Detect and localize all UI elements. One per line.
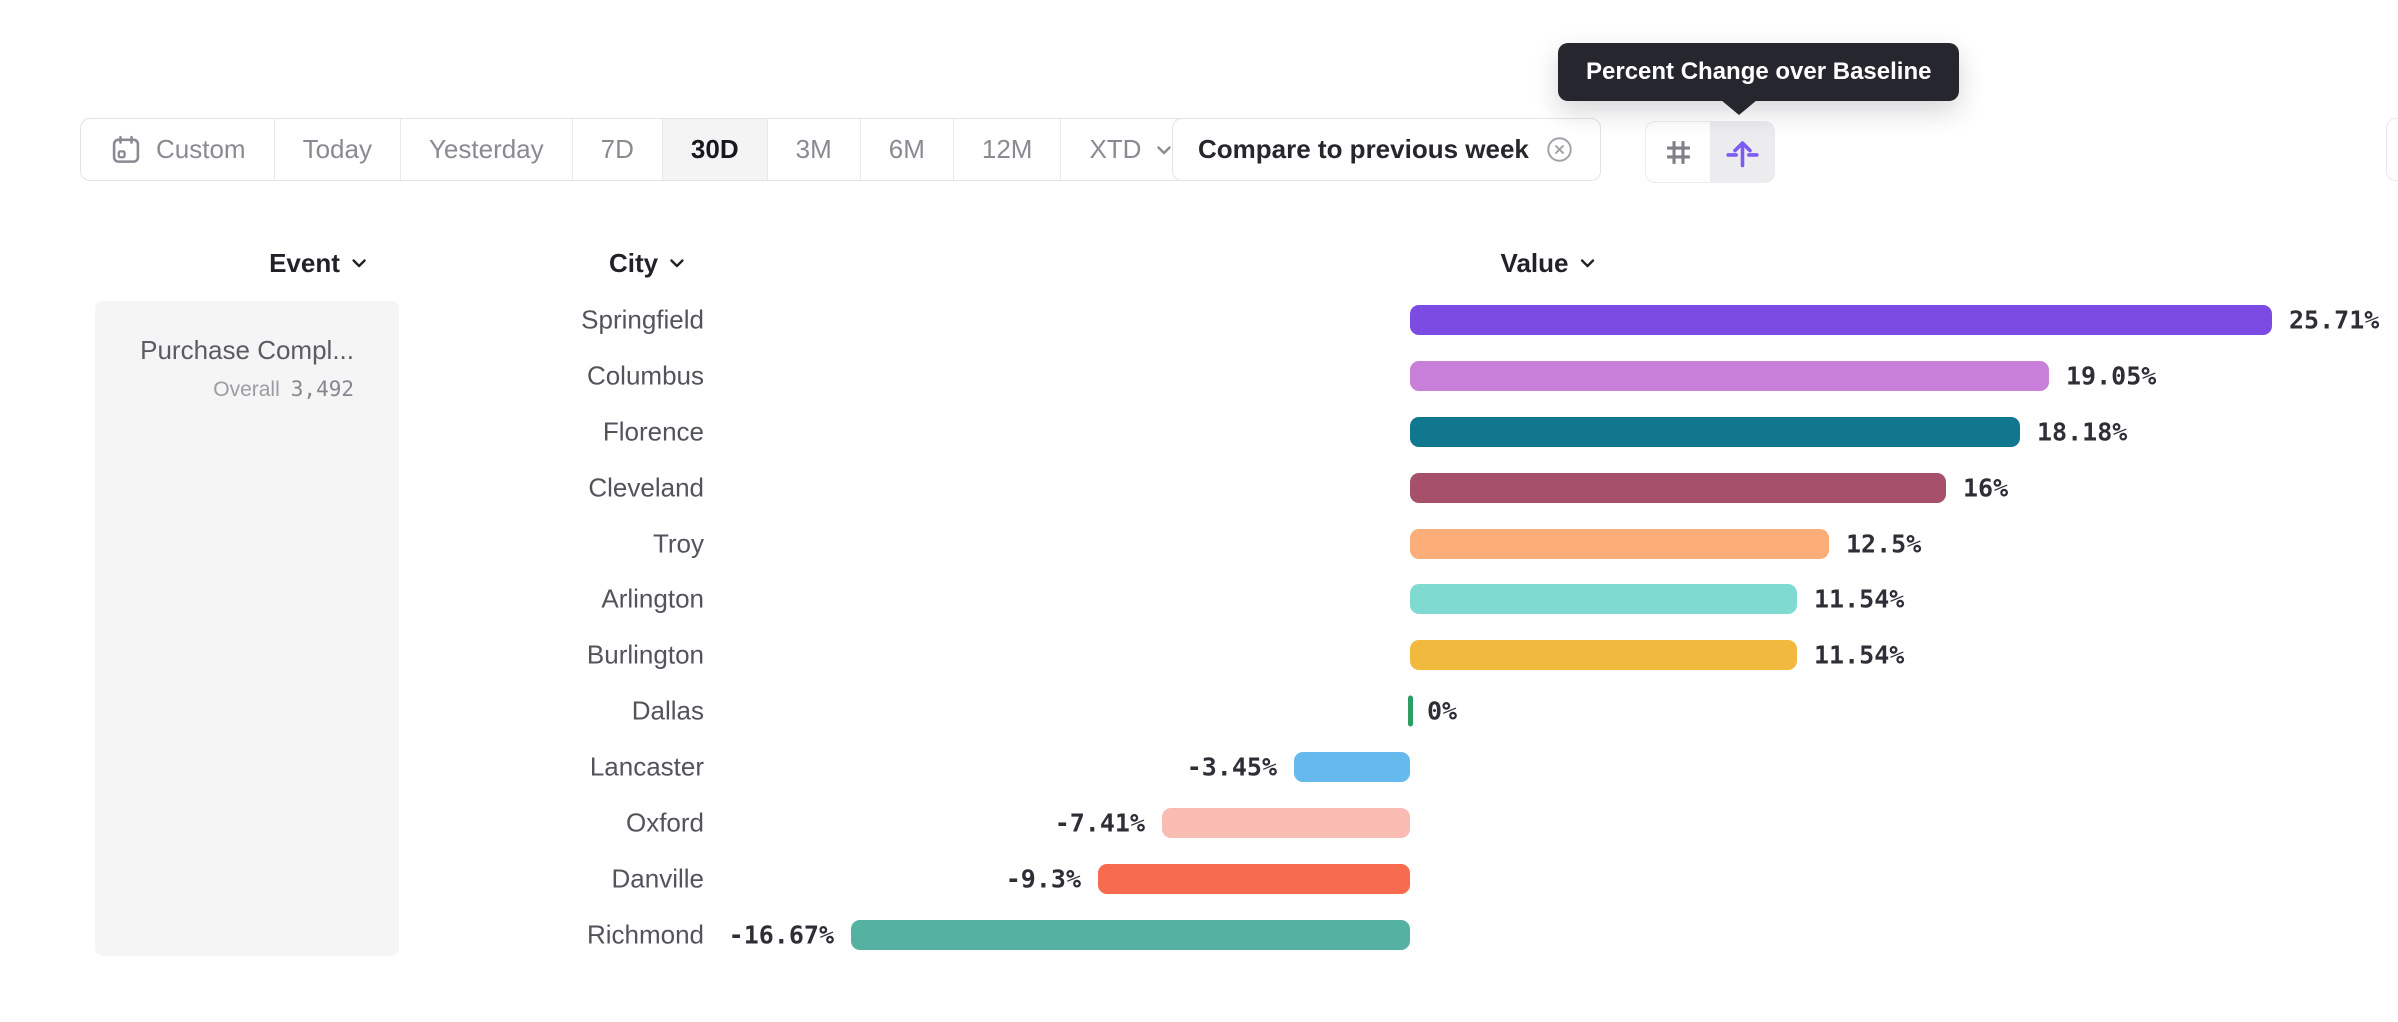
chart-row: Troy 12.5% (0, 516, 2398, 572)
city-label: Troy (652, 528, 704, 559)
bar[interactable] (851, 919, 1410, 950)
bar-value-label: 19.05% (2066, 361, 2157, 391)
bar-value-label: 16% (1963, 473, 2009, 503)
hash-icon (1660, 134, 1697, 171)
date-range-control: Custom Today Yesterday 7D 30D 3M 6M 12M XTD (80, 118, 1204, 181)
city-label: Dallas (631, 695, 704, 726)
chart-row: Springfield 25.71% (0, 292, 2398, 348)
event-overall-value: 3,492 (290, 377, 354, 401)
date-range-label: XTD (1089, 134, 1142, 164)
chart-row: Cleveland 16% (0, 460, 2398, 516)
bar[interactable] (1294, 752, 1410, 783)
column-header-event-label: Event (269, 247, 340, 278)
date-range-7d[interactable]: 7D (573, 119, 663, 180)
chart-row: Dallas 0% (0, 683, 2398, 739)
bar[interactable] (1162, 808, 1410, 839)
column-header-value[interactable]: Value (1501, 247, 1598, 279)
chevron-down-icon (667, 253, 687, 273)
bar[interactable] (1410, 472, 1946, 503)
date-range-30d[interactable]: 30D (662, 119, 768, 180)
chart-row: Burlington 11.54% (0, 627, 2398, 683)
date-range-label: Custom (156, 134, 246, 164)
date-range-today[interactable]: Today (275, 119, 401, 180)
chart-row: Columbus 19.05% (0, 348, 2398, 404)
date-range-label: 12M (981, 134, 1033, 164)
calendar-icon (112, 135, 140, 163)
view-toggle-group (1645, 121, 1775, 183)
date-range-label: Yesterday (428, 134, 544, 164)
bar-value-label: -7.41% (1054, 808, 1145, 838)
bar-value-label: 25.71% (2289, 305, 2380, 335)
chart-rows: Springfield 25.71% Columbus 19.05% Florence 1… (0, 292, 2398, 963)
column-header-city[interactable]: City (609, 247, 687, 279)
chart-row: Florence 18.18% (0, 404, 2398, 460)
bar[interactable] (1410, 640, 1797, 671)
event-overall: Overall 3,492 (213, 377, 354, 402)
chart-row: Lancaster -3.45% (0, 739, 2398, 795)
date-range-xtd[interactable]: XTD (1061, 119, 1202, 180)
chart-row: Richmond -16.67% (0, 907, 2398, 963)
chart-row: Oxford -7.41% (0, 795, 2398, 851)
bar[interactable] (1410, 304, 2272, 335)
bar[interactable] (1410, 416, 2020, 447)
city-label: Arlington (601, 583, 704, 614)
date-range-12m[interactable]: 12M (954, 119, 1062, 180)
event-panel[interactable]: Purchase Compl... Overall 3,492 (95, 301, 399, 956)
bar[interactable] (1410, 360, 2049, 391)
city-label: Lancaster (589, 751, 704, 782)
date-range-3m[interactable]: 3M (768, 119, 861, 180)
bar[interactable] (1098, 864, 1410, 895)
circle-x-icon[interactable] (1544, 134, 1575, 165)
bar-value-label: 12.5% (1846, 529, 1922, 559)
city-label: Springfield (581, 304, 704, 335)
grid-view-toggle[interactable] (1646, 122, 1710, 182)
bar[interactable] (1408, 695, 1413, 727)
date-range-label: 3M (795, 134, 832, 164)
bar-value-label: 0% (1427, 696, 1458, 726)
bar-value-label: 11.54% (1814, 640, 1905, 670)
event-overall-label: Overall (213, 378, 280, 401)
bar-value-label: 18.18% (2037, 417, 2128, 447)
chart-row: Arlington 11.54% (0, 572, 2398, 628)
bar[interactable] (1410, 584, 1797, 615)
column-header-event[interactable]: Event (269, 247, 369, 279)
compare-chip-label: Compare to previous week (1198, 134, 1529, 164)
chevron-down-icon (1577, 253, 1597, 273)
date-range-6m[interactable]: 6M (861, 119, 954, 180)
arrow-up-baseline-icon (1723, 133, 1762, 172)
tooltip-caret (1721, 100, 1757, 115)
city-label: Columbus (586, 360, 704, 391)
bar-value-label: -9.3% (1005, 864, 1081, 894)
bar-value-label: -16.67% (728, 920, 834, 950)
bar-value-label: -3.45% (1186, 752, 1277, 782)
date-range-yesterday[interactable]: Yesterday (401, 119, 573, 180)
date-range-label: 7D (600, 134, 634, 164)
date-range-label: 6M (888, 134, 925, 164)
bar[interactable] (1410, 528, 1829, 559)
city-label: Oxford (625, 807, 704, 838)
date-range-label: 30D (690, 134, 739, 164)
tooltip-text: Percent Change over Baseline (1586, 58, 1932, 85)
tooltip-percent-change: Percent Change over Baseline (1558, 43, 1960, 115)
city-label: Danville (611, 863, 705, 894)
city-label: Burlington (586, 639, 704, 670)
compare-chip[interactable]: Compare to previous week (1172, 118, 1601, 181)
column-header-city-label: City (608, 247, 659, 278)
city-label: Richmond (586, 919, 704, 950)
bar-value-label: 11.54% (1814, 584, 1905, 614)
city-label: Florence (602, 416, 704, 447)
city-label: Cleveland (588, 472, 704, 503)
date-range-label: Today (302, 134, 372, 164)
chevron-down-icon (1157, 145, 1172, 154)
chevron-down-icon (349, 253, 369, 273)
event-name: Purchase Compl... (140, 335, 354, 365)
column-header-value-label: Value (1500, 247, 1569, 278)
percent-change-baseline-toggle[interactable] (1710, 122, 1774, 182)
date-range-custom[interactable]: Custom (81, 119, 275, 180)
partial-button[interactable] (2386, 118, 2398, 181)
chart-row: Danville -9.3% (0, 851, 2398, 907)
